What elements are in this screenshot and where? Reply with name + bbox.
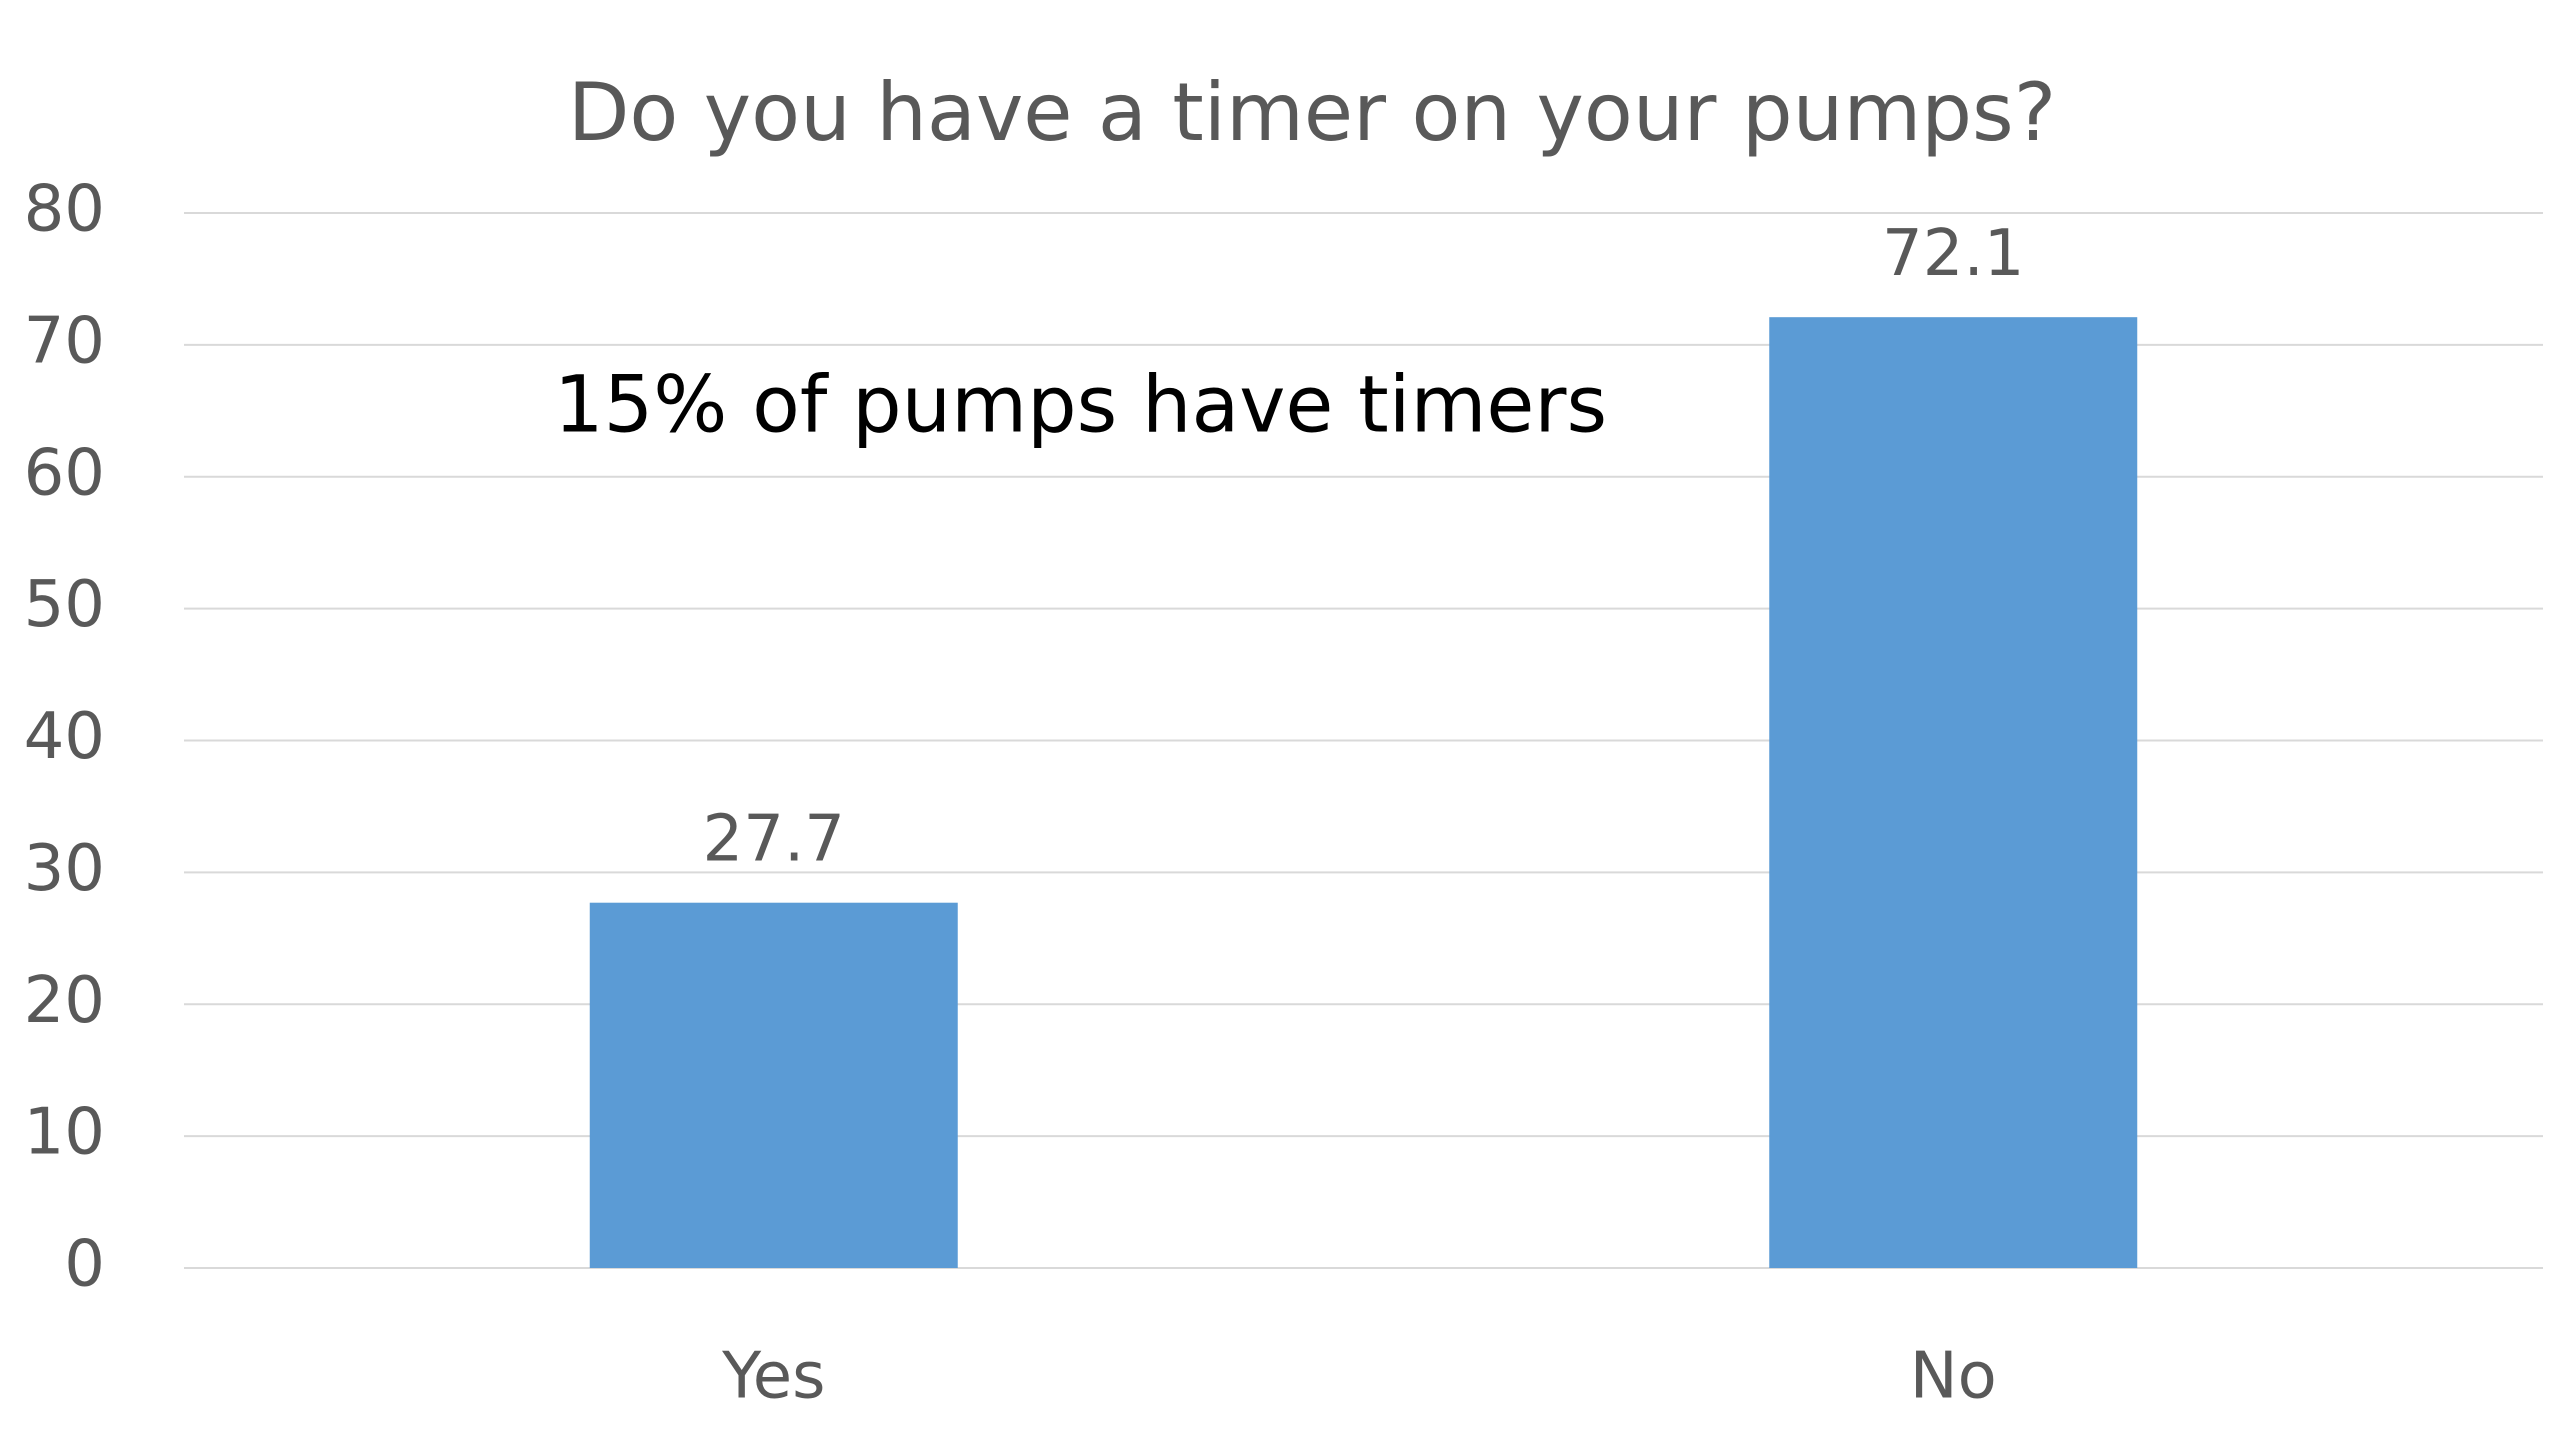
y-tick-label: 70: [24, 304, 105, 378]
y-tick-label: 0: [64, 1228, 105, 1302]
y-tick-label: 30: [24, 832, 105, 906]
bar: [589, 902, 958, 1268]
data-label: 27.7: [703, 802, 846, 876]
y-tick-label: 40: [24, 700, 105, 774]
bar: [1769, 317, 2138, 1268]
chart-title: Do you have a timer on your pumps?: [568, 66, 2056, 159]
y-tick-label: 80: [24, 173, 105, 247]
y-tick-label: 10: [24, 1096, 105, 1170]
x-tick-label: Yes: [721, 1340, 825, 1414]
y-tick-label: 20: [24, 964, 105, 1038]
annotation: 15% of pumps have timers: [554, 360, 1607, 450]
y-tick-label: 50: [24, 568, 105, 642]
x-tick-label: No: [1910, 1340, 1997, 1414]
data-label: 72.1: [1882, 217, 2025, 291]
y-tick-label: 60: [24, 436, 105, 510]
